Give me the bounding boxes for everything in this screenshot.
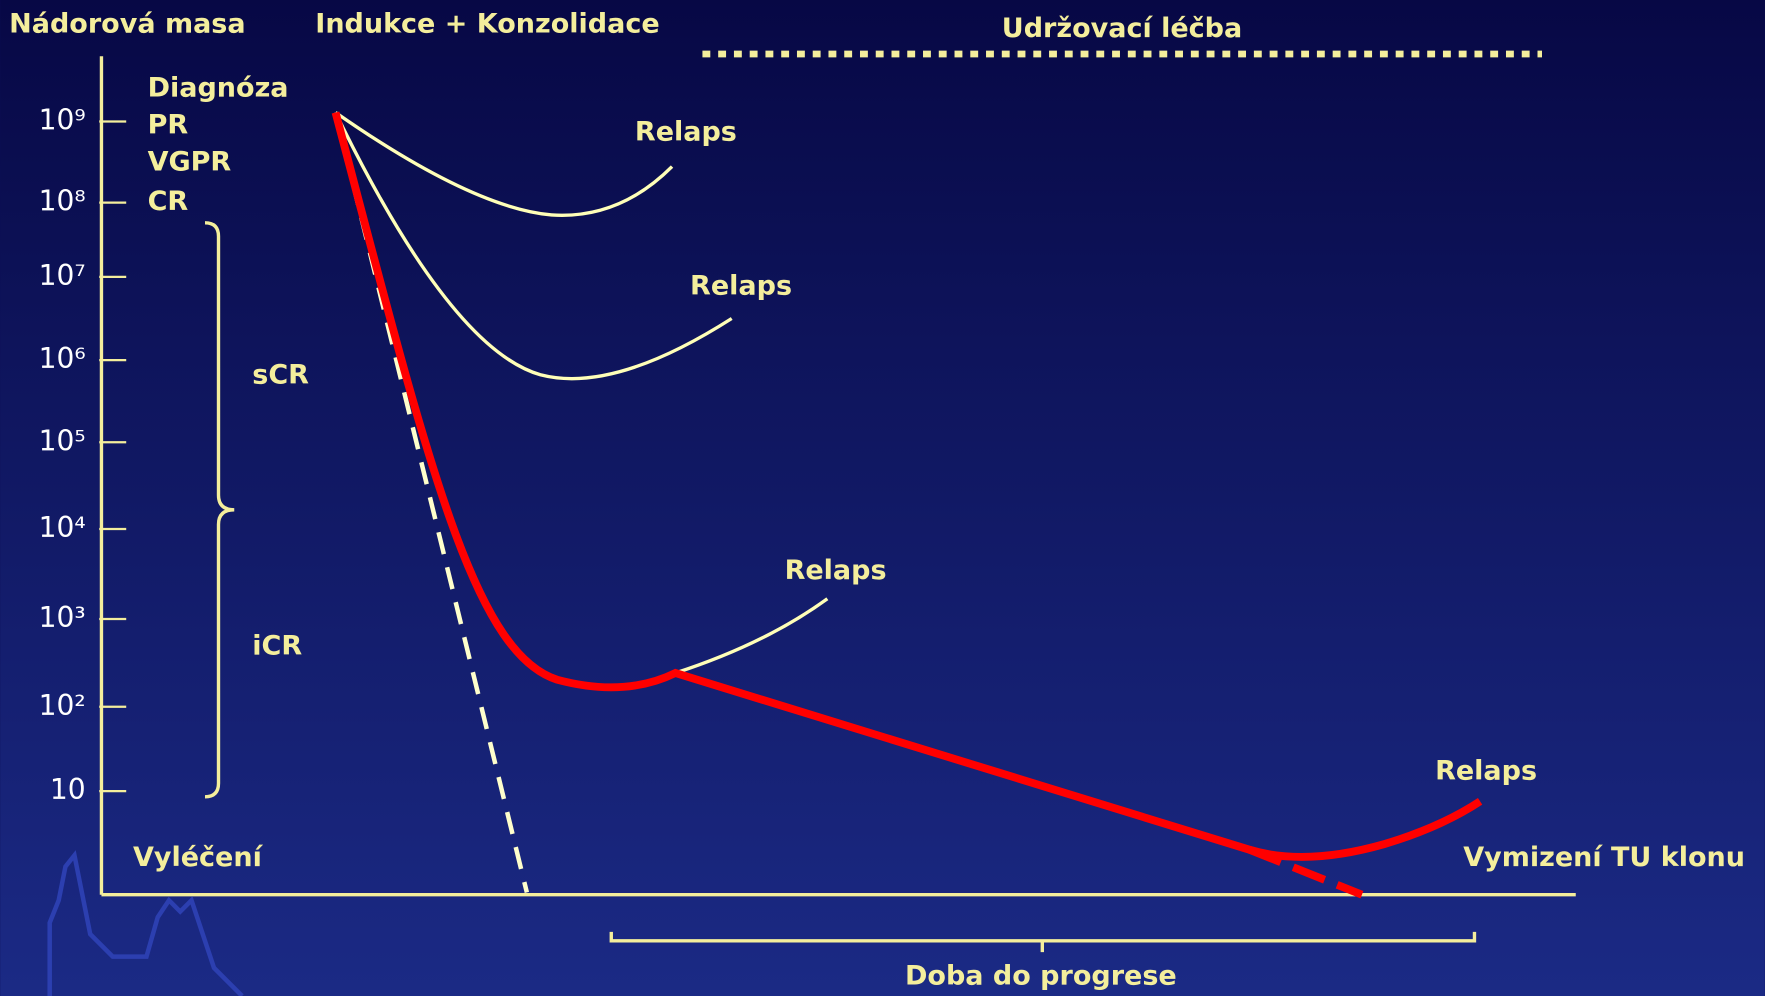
bracket-label: iCR — [252, 631, 302, 662]
red-curve — [331, 111, 1483, 861]
relapse-curve — [674, 597, 829, 675]
y-axis-title: Nádorová masa — [9, 8, 245, 39]
y-tick-label: 10⁵ — [39, 424, 86, 457]
relapse-label: Relaps — [1435, 756, 1537, 787]
y-tick-label: 10⁸ — [39, 185, 86, 218]
cure-line — [333, 112, 530, 893]
y-tick-label: 10⁶ — [39, 342, 86, 375]
phase-label: Udržovací léčba — [1002, 13, 1242, 44]
response-level: PR — [148, 110, 189, 141]
y-tick-label: 10 — [50, 773, 86, 806]
response-level: Diagnóza — [148, 72, 289, 103]
y-tick-label: 10⁹ — [39, 104, 86, 137]
bracket — [204, 221, 235, 799]
bottom-bracket — [609, 931, 1477, 953]
cure-label: Vyléčení — [133, 842, 264, 873]
logo — [47, 850, 244, 996]
relapse-label: Relaps — [690, 270, 792, 301]
progression-label: Doba do progrese — [905, 960, 1177, 991]
relapse-curve — [334, 111, 733, 381]
clone-label: Vymizení TU klonu — [1463, 842, 1745, 873]
relapse-label: Relaps — [785, 555, 887, 586]
y-tick-label: 10² — [39, 689, 86, 722]
y-ticks: 10⁹ 10⁸ 10⁷ 10⁶ 10⁵ 10⁴ 10³ 10² 10 — [39, 104, 127, 806]
phase-label: Indukce + Konzolidace — [315, 8, 659, 39]
response-level: CR — [148, 186, 189, 217]
response-level: VGPR — [148, 147, 232, 178]
relapse-label: Relaps — [635, 116, 737, 147]
y-tick-label: 10³ — [39, 601, 86, 634]
relapse-curve — [334, 111, 674, 217]
red-dashed-line — [1247, 846, 1364, 899]
y-tick-label: 10⁷ — [39, 259, 86, 292]
bracket-label: sCR — [252, 359, 309, 390]
y-tick-label: 10⁴ — [39, 511, 86, 544]
